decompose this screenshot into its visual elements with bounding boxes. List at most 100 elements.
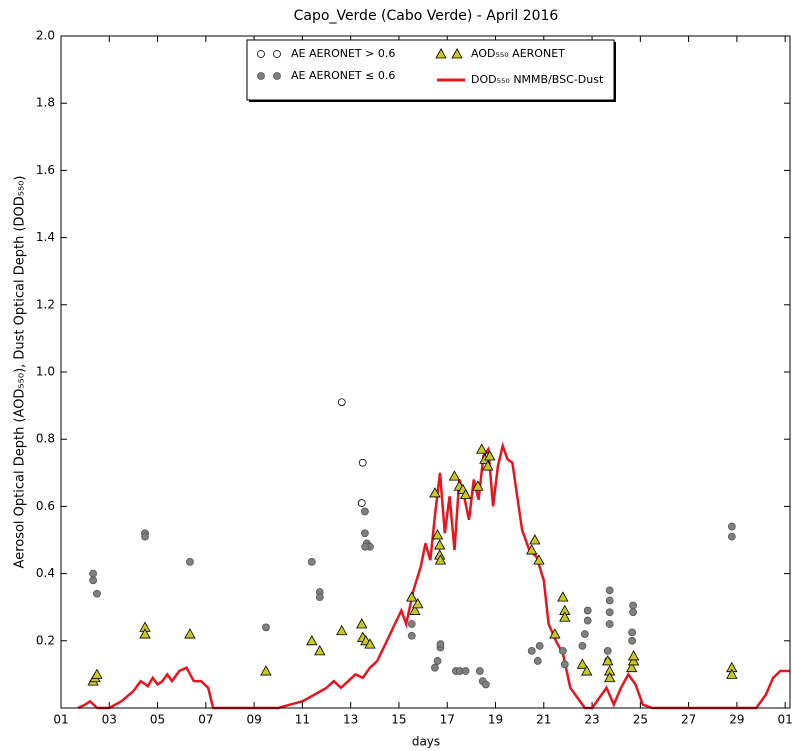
data-point: [461, 667, 470, 675]
data-point: [356, 618, 368, 629]
data-point: [93, 589, 101, 598]
data-point: [406, 591, 418, 602]
x-tick-label: 15: [391, 713, 406, 727]
chart-title: Capo_Verde (Cabo Verde) - April 2016: [294, 8, 559, 24]
data-point: [431, 529, 444, 540]
data-point: [583, 606, 592, 615]
data-point: [629, 601, 637, 610]
dust-line: [77, 441, 790, 710]
data-point: [549, 628, 561, 639]
data-point: [448, 470, 461, 481]
data-point: [357, 499, 366, 507]
data-point: [576, 658, 589, 669]
legend-frame: [246, 39, 615, 101]
data-point: [337, 398, 346, 407]
data-point: [533, 657, 542, 665]
legend-label: AE AERONET > 0.6: [291, 47, 395, 60]
y-tick-label: 2.0: [36, 29, 55, 43]
data-point: [529, 534, 541, 545]
data-point: [364, 638, 376, 649]
data-point: [533, 554, 545, 565]
x-tick-label: 03: [102, 713, 117, 727]
data-point: [476, 443, 488, 454]
data-point: [558, 646, 567, 655]
x-tick-label: 19: [488, 713, 503, 727]
legend: AE AERONET > 0.6 AE AERONET ≤ 0.6 AOD₅₅₀ A…: [246, 39, 616, 102]
data-point: [315, 593, 324, 602]
data-point: [141, 532, 149, 541]
data-point: [526, 544, 538, 555]
legend-swatch: [451, 48, 463, 59]
data-point: [361, 529, 369, 538]
data-point: [625, 661, 638, 673]
data-point: [314, 645, 326, 656]
data-point: [361, 507, 369, 516]
data-point: [429, 487, 441, 498]
data-point: [409, 604, 421, 615]
data-point: [306, 634, 318, 646]
data-point: [560, 660, 569, 669]
legend-label: AOD₅₅₀ AERONET: [471, 47, 565, 60]
data-point: [727, 532, 736, 541]
data-point: [407, 631, 416, 640]
x-tick-label: 23: [584, 713, 599, 727]
data-point: [361, 542, 370, 551]
data-point: [484, 450, 496, 461]
legend-label: AE AERONET ≤ 0.6: [291, 69, 395, 82]
data-point: [459, 488, 472, 500]
data-point: [412, 598, 424, 609]
data-point: [482, 460, 494, 471]
data-point: [605, 596, 614, 605]
data-point: [260, 665, 272, 676]
data-point: [434, 554, 447, 565]
data-point: [580, 630, 589, 638]
legend-swatch: [273, 72, 281, 80]
y-tick-label: 1.2: [36, 297, 55, 311]
data-point: [436, 640, 445, 649]
data-point: [139, 628, 151, 639]
y-tick-label: 1.4: [36, 230, 55, 244]
data-point: [559, 611, 571, 622]
x-tick-label: 13: [343, 713, 358, 727]
legend-swatch: [257, 50, 265, 58]
data-point: [578, 641, 587, 650]
y-tick-label: 1.8: [36, 96, 55, 110]
data-point: [581, 665, 593, 676]
data-point: [605, 620, 614, 628]
data-point: [358, 458, 367, 467]
data-point: [481, 680, 490, 689]
data-point: [603, 646, 612, 655]
data-point: [89, 576, 98, 585]
data-point: [433, 657, 442, 665]
legend-swatch: [257, 72, 265, 80]
data-point: [475, 667, 484, 675]
y-tick-label: 0.4: [36, 566, 55, 580]
data-point: [604, 671, 616, 683]
y-tick-label: 1.0: [36, 365, 55, 379]
data-point: [527, 646, 536, 655]
x-tick-label: 29: [729, 713, 744, 727]
legend-swatch: [435, 48, 447, 59]
plot-frame: [60, 35, 791, 709]
y-axis-label: Aerosol Optical Depth (AOD₅₅₀), Dust Opt…: [13, 176, 28, 569]
x-tick-label: 05: [150, 713, 165, 727]
data-point: [89, 569, 98, 578]
data-point: [727, 522, 736, 531]
data-point: [184, 628, 196, 639]
data-point: [628, 636, 637, 645]
data-point: [605, 608, 614, 617]
data-point: [627, 650, 640, 661]
data-point: [535, 641, 544, 650]
data-point: [407, 620, 416, 628]
y-tick-label: 0.8: [36, 432, 55, 446]
data-point: [307, 557, 316, 566]
data-point: [726, 668, 738, 679]
data-point: [602, 655, 614, 666]
legend-label: DOD₅₅₀ NMMB/BSC-Dust: [471, 73, 604, 86]
x-axis-label: days: [412, 735, 440, 749]
data-point: [629, 608, 637, 617]
x-tick-label: 11: [295, 713, 310, 727]
data-point: [627, 655, 640, 666]
x-tick-label: 01: [53, 713, 68, 727]
x-tick-label: 27: [681, 713, 696, 727]
